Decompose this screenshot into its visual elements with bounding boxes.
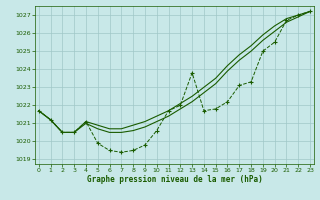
X-axis label: Graphe pression niveau de la mer (hPa): Graphe pression niveau de la mer (hPa) [86, 175, 262, 184]
